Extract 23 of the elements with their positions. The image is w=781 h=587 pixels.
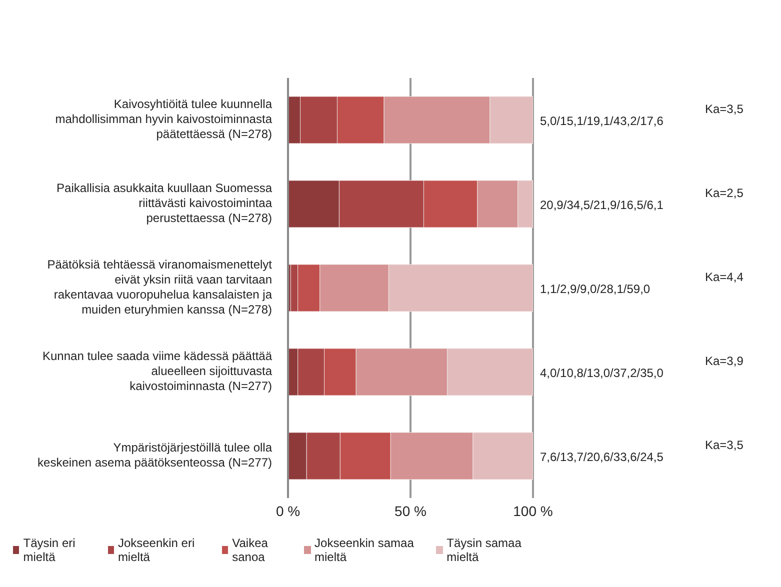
legend-label: Täysin samaa mieltä bbox=[446, 536, 522, 564]
x-tick-label: 0 % bbox=[276, 502, 300, 519]
text: 5,0/15,1/19,1/43,2/17,6 bbox=[540, 114, 664, 128]
y-tick-label: Kaivosyhtiöitä tulee kuunnella mahdollisimman hyvin kaivostoiminnasta päätettäessä (N=278) bbox=[55, 97, 272, 142]
legend-label: Vaikea sanoa bbox=[231, 536, 269, 564]
text: Ka=2,5 bbox=[705, 186, 744, 200]
legend-label: Jokseenkin samaa mieltä bbox=[314, 536, 415, 564]
text: 1,1/2,9/9,0/28,1/59,0 bbox=[540, 282, 650, 296]
y-tick-label: Päätöksiä tehtäessä viranomaismenettelyt eivät yksin riitä vaan tarvitaan rakentavaa vuoropuhelua kansalaisten ja muiden eturyhmien kanssa (N=278) bbox=[47, 258, 273, 317]
y-tick-label: Kunnan tulee saada viime kädessä päättää alueelleen sijoittuvasta kaivostoiminnasta (N=277) bbox=[42, 349, 272, 394]
y-tick-label: Ympäristöjärjestöillä tulee olla keskeinen asema päätöksenteossa (N=277) bbox=[38, 440, 272, 470]
x-tick-label: 50 % bbox=[394, 502, 426, 519]
text: Ka=3,5 bbox=[705, 102, 744, 116]
x-tick-label: 100 % bbox=[513, 502, 553, 519]
text: 4,0/10,8/13,0/37,2/35,0 bbox=[540, 366, 664, 380]
text: Ka=4,4 bbox=[705, 270, 744, 284]
text: Ka=3,9 bbox=[705, 354, 744, 368]
legend-label: Jokseenkin eri mieltä bbox=[116, 536, 196, 564]
legend-label: Täysin eri mieltä bbox=[22, 536, 76, 564]
text: 20,9/34,5/21,9/16,5/6,1 bbox=[540, 198, 664, 212]
text: 7,6/13,7/20,6/33,6/24,5 bbox=[540, 450, 664, 464]
y-tick-label: Paikallisia asukkaita kuullaan Suomessa riittävästi kaivostoimintaa perustettaessa (N=278) bbox=[56, 181, 272, 226]
text: Ka=3,5 bbox=[705, 438, 744, 452]
